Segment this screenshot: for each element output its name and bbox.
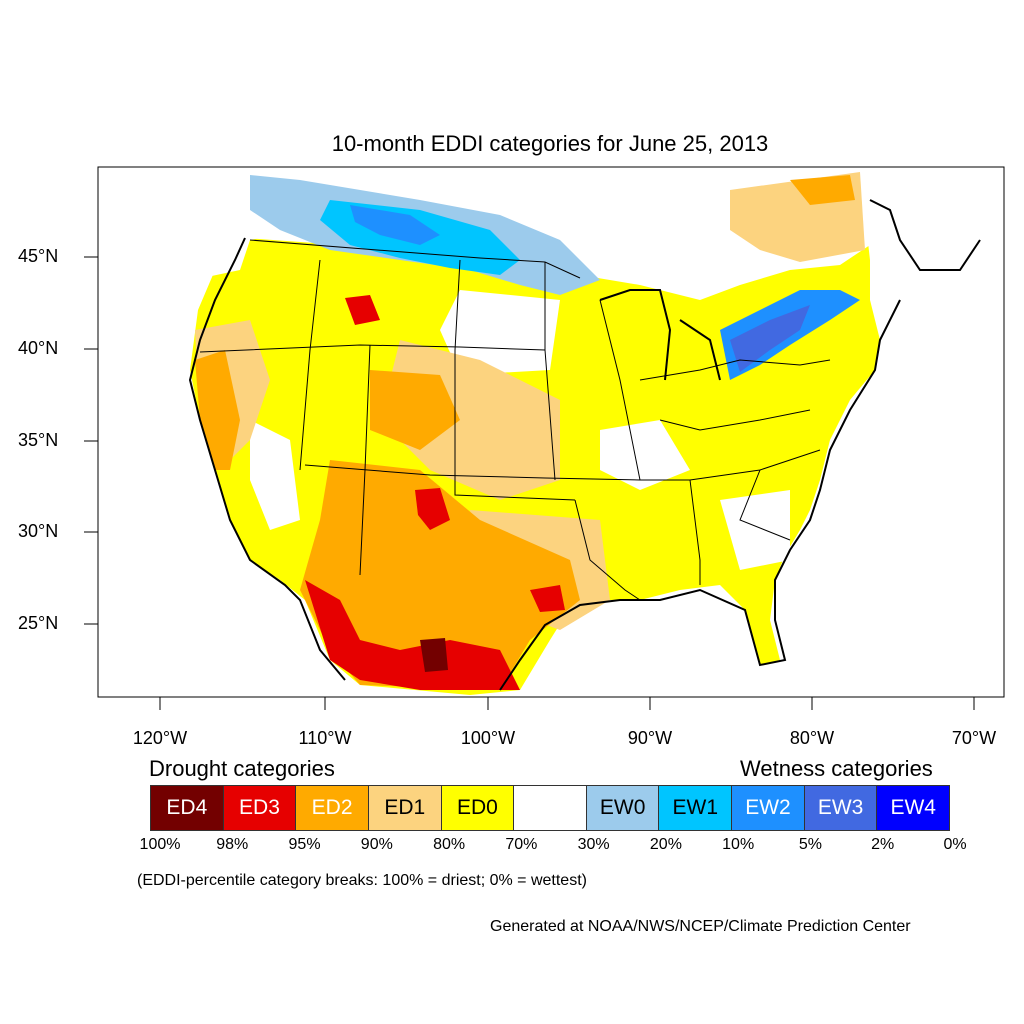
legend-box-ew3: EW3 (804, 786, 878, 830)
legend-box-neutral (514, 786, 587, 830)
percentile-break-label: 5% (798, 836, 823, 853)
lon-label-90: 90°W (627, 728, 673, 748)
legend-box-ew4: EW4 (877, 786, 950, 830)
lat-label-45: 45°N (18, 246, 59, 266)
map-title: 10-month EDDI categories for June 25, 20… (331, 131, 769, 156)
axis-ticks (84, 256, 975, 710)
percentile-break-label: 100% (139, 836, 181, 853)
lon-label-120: 120°W (132, 728, 188, 748)
white-patch-midwest (600, 420, 690, 490)
lon-label-70: 70°W (951, 728, 997, 748)
legend-box-ed0: ED0 (441, 786, 515, 830)
legend-box-ed1: ED1 (368, 786, 442, 830)
ed2-southwest (300, 460, 580, 690)
great-lakes-wet-core (730, 305, 810, 372)
percentile-break-label: 95% (288, 836, 321, 853)
eddi-fill-layer (98, 167, 1004, 695)
wetness-categories-heading: Wetness categories (740, 756, 933, 781)
white-patch-west (250, 420, 300, 530)
ed2-colorado (370, 370, 460, 450)
credit-line: Generated at NOAA/NWS/NCEP/Climate Predi… (490, 918, 911, 935)
canada-east-dry-core (790, 175, 855, 205)
white-patch-plains (440, 290, 560, 375)
wet-band-north-deep (350, 205, 440, 245)
lat-label-35: 35°N (18, 430, 59, 450)
percentile-break-label: 30% (577, 836, 610, 853)
lon-label-80: 80°W (789, 728, 835, 748)
boundary-lines (199, 239, 831, 601)
legend-box-ew0: EW0 (586, 786, 660, 830)
percentile-break-label: 70% (505, 836, 538, 853)
percentile-break-label: 98% (216, 836, 249, 853)
percentile-break-label: 10% (722, 836, 755, 853)
percentile-break-label: 2% (871, 836, 895, 853)
category-note: (EDDI-percentile category breaks: 100% =… (137, 872, 587, 889)
drought-categories-heading: Drought categories (149, 756, 335, 781)
legend-box-ed2: ED2 (296, 786, 369, 830)
ed3-montana (345, 295, 380, 325)
lon-label-100: 100°W (460, 728, 516, 748)
percentile-break-label: 90% (360, 836, 393, 853)
percentile-break-label: 20% (649, 836, 682, 853)
lat-label-40: 40°N (18, 338, 59, 358)
legend-box-ew2: EW2 (732, 786, 805, 830)
percentile-break-label: 0% (943, 836, 967, 853)
legend-box-ed4: ED4 (151, 786, 224, 830)
coastline (188, 199, 981, 691)
ed3-texas (530, 585, 565, 612)
ed4-mexico (420, 638, 448, 672)
category-legend: ED4 ED3 ED2 ED1 ED0 EW0 EW1 EW2 EW3 EW4 (150, 785, 950, 831)
legend-box-ed3: ED3 (223, 786, 297, 830)
legend-box-ew1: EW1 (659, 786, 733, 830)
white-patch-southeast (720, 490, 790, 570)
map-frame (97, 166, 1005, 698)
ed3-mexico (305, 580, 520, 690)
lat-label-25: 25°N (18, 613, 59, 633)
lat-label-30: 30°N (18, 521, 59, 541)
ed3-new-mexico (415, 488, 450, 530)
lon-label-110: 110°W (298, 728, 352, 748)
percentile-break-label: 80% (433, 836, 466, 853)
